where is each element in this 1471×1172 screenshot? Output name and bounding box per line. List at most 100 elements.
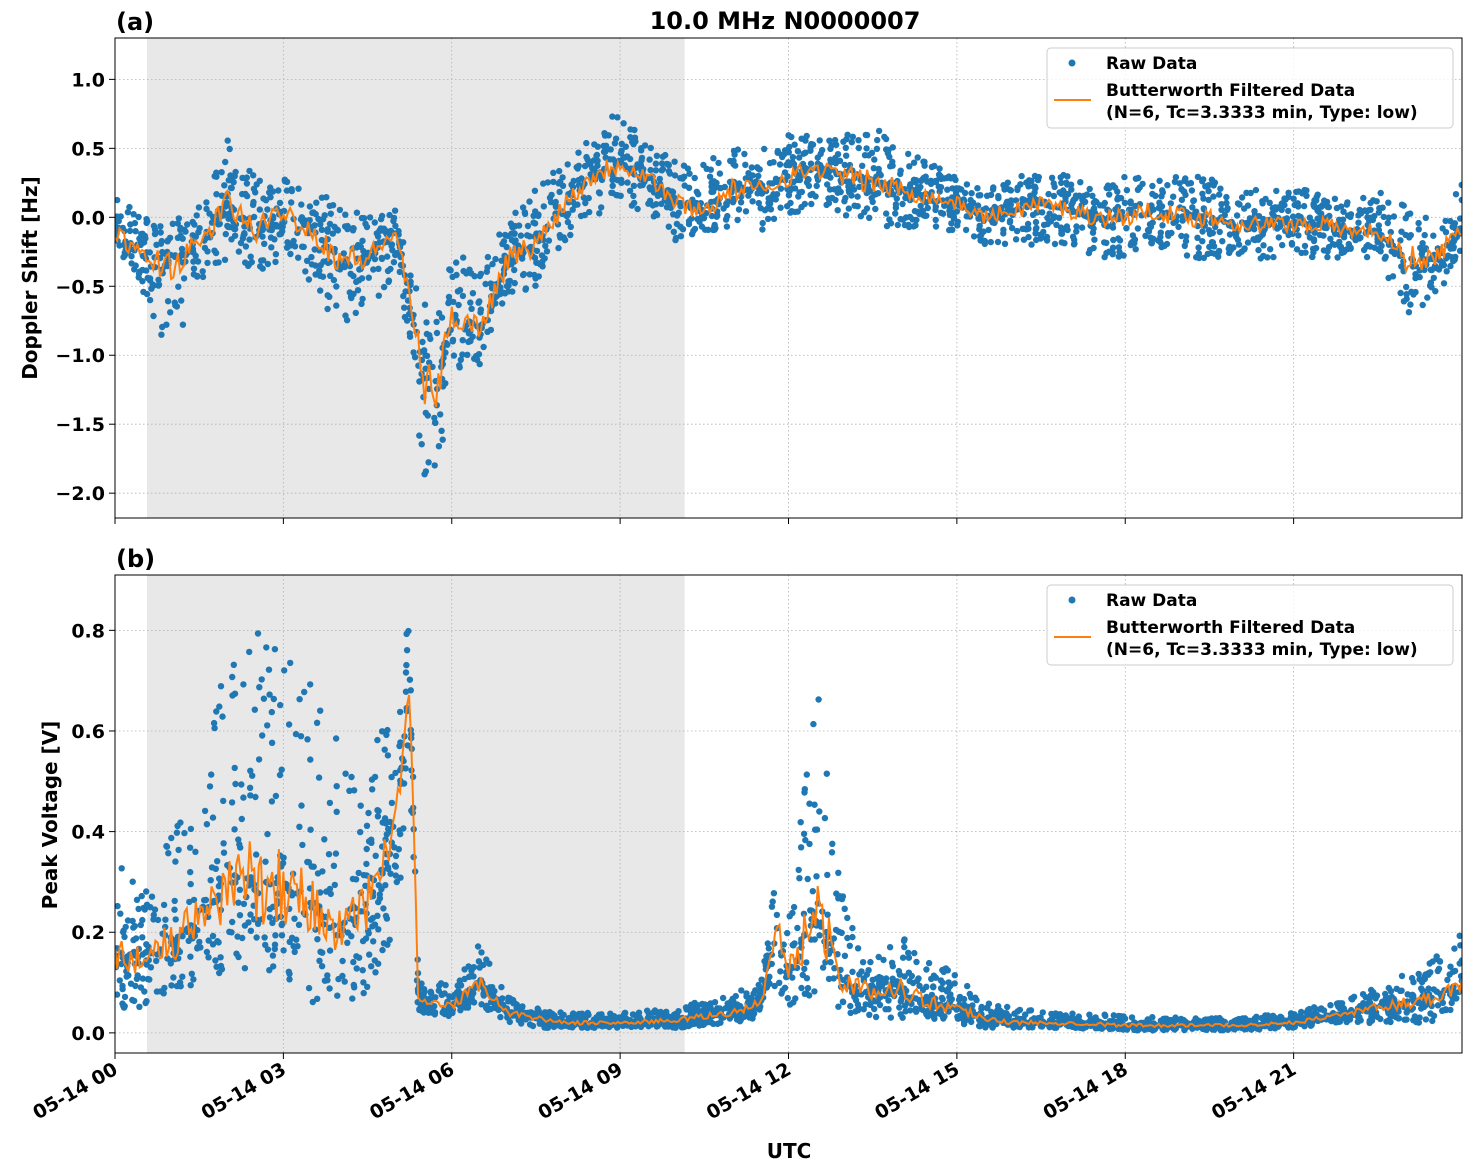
raw-data-point (570, 1010, 577, 1017)
raw-data-point (165, 850, 172, 857)
raw-data-point (172, 858, 179, 865)
raw-data-point (130, 211, 137, 218)
raw-data-point (1029, 211, 1037, 219)
raw-data-point (830, 935, 838, 942)
raw-data-point (1111, 184, 1119, 191)
raw-data-point (381, 815, 389, 822)
raw-data-point (150, 222, 158, 230)
raw-data-point (531, 187, 539, 194)
raw-data-point (776, 161, 784, 168)
raw-data-point (777, 204, 784, 211)
raw-data-point (1327, 235, 1334, 242)
raw-data-point (144, 975, 152, 983)
raw-data-point (824, 181, 831, 188)
raw-data-point (1357, 210, 1365, 217)
raw-data-point (226, 928, 233, 935)
raw-data-point (220, 797, 227, 805)
raw-data-point (511, 266, 518, 274)
raw-data-point (247, 927, 255, 934)
raw-data-point (1457, 942, 1462, 949)
raw-data-point (1408, 974, 1416, 982)
raw-data-point (705, 226, 712, 233)
raw-data-point (288, 186, 295, 193)
raw-data-point (168, 834, 175, 842)
raw-data-point (1003, 1010, 1010, 1017)
raw-data-point (400, 780, 408, 787)
raw-data-point (324, 305, 331, 313)
raw-data-point (875, 953, 882, 961)
raw-data-point (1051, 240, 1059, 248)
raw-data-point (873, 145, 881, 152)
raw-data-point (272, 223, 280, 230)
raw-data-point (1416, 273, 1423, 281)
raw-data-point (841, 198, 848, 205)
raw-data-point (210, 719, 218, 727)
panel-a-ylabel: Doppler Shift [Hz] (18, 176, 42, 380)
raw-data-point (146, 249, 153, 256)
raw-data-point (1311, 229, 1318, 236)
raw-data-point (630, 192, 637, 200)
raw-data-point (970, 233, 978, 240)
raw-data-point (581, 162, 589, 170)
raw-data-point (362, 882, 369, 889)
raw-data-point (137, 240, 144, 247)
raw-data-point (905, 150, 912, 158)
raw-data-point (1206, 243, 1213, 251)
raw-data-point (786, 143, 793, 151)
raw-data-point (246, 236, 253, 243)
raw-data-point (348, 294, 355, 302)
raw-data-point (162, 916, 169, 923)
raw-data-point (1418, 1005, 1425, 1012)
raw-data-point (350, 225, 357, 232)
raw-data-point (1400, 298, 1408, 305)
raw-data-point (175, 215, 183, 222)
raw-data-point (519, 204, 527, 211)
raw-data-point (281, 176, 288, 183)
raw-data-point (710, 178, 718, 185)
raw-data-point (466, 266, 473, 273)
raw-data-point (766, 180, 773, 187)
raw-data-point (1402, 215, 1409, 222)
raw-data-point (859, 162, 866, 169)
raw-data-point (190, 265, 198, 272)
raw-data-point (701, 1002, 708, 1010)
raw-data-point (170, 974, 177, 981)
raw-data-point (765, 945, 772, 952)
raw-data-point (134, 972, 141, 979)
raw-data-point (402, 765, 409, 772)
raw-data-point (396, 708, 404, 716)
raw-data-point (411, 354, 419, 361)
raw-data-point (308, 253, 315, 261)
raw-data-point (172, 916, 179, 923)
raw-data-point (981, 237, 989, 245)
raw-data-point (442, 349, 449, 356)
raw-data-point (860, 1006, 867, 1013)
raw-data-point (1038, 234, 1045, 241)
raw-data-point (988, 1008, 995, 1016)
raw-data-point (360, 979, 367, 986)
raw-data-point (646, 156, 653, 163)
raw-data-point (392, 863, 399, 870)
raw-data-point (1189, 204, 1196, 211)
raw-data-point (143, 888, 150, 895)
raw-data-point (785, 192, 793, 199)
raw-data-point (380, 940, 388, 947)
raw-data-point (160, 901, 168, 909)
raw-data-point (221, 182, 228, 189)
raw-data-point (1216, 191, 1223, 198)
raw-data-point (342, 770, 349, 777)
raw-data-point (217, 954, 224, 961)
raw-data-point (475, 351, 483, 358)
raw-data-point (194, 273, 201, 280)
raw-data-point (609, 113, 616, 120)
raw-data-point (1281, 201, 1288, 209)
raw-data-point (796, 875, 803, 882)
raw-data-point (1457, 973, 1462, 980)
raw-data-point (1321, 197, 1328, 204)
raw-data-point (889, 162, 896, 169)
raw-data-point (278, 932, 286, 939)
raw-data-point (403, 630, 410, 638)
raw-data-point (1384, 219, 1392, 227)
raw-data-point (937, 184, 945, 191)
